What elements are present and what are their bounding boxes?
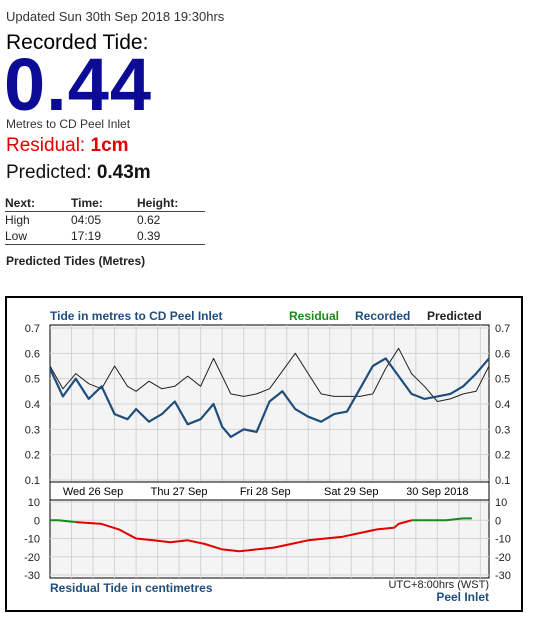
y-tick-label-right: 0.1 <box>495 475 510 487</box>
row-type: High <box>5 213 30 227</box>
y-tick-label-right: 0.3 <box>495 424 510 436</box>
row-type: Low <box>5 228 71 245</box>
y-tick-label-left: 0.5 <box>25 374 40 386</box>
x-tick-label: Sat 29 Sep <box>324 486 378 498</box>
units-label: Metres to CD Peel Inlet <box>6 117 131 131</box>
y-tick-label-right: 0.2 <box>495 450 510 462</box>
resid-tick-label-right: -20 <box>495 552 511 564</box>
y-tick-label-left: 0.2 <box>25 450 40 462</box>
resid-tick-label-right: 0 <box>495 515 501 527</box>
y-tick-label-right: 0.4 <box>495 399 510 411</box>
legend-entry: Recorded <box>355 309 410 323</box>
resid-tick-label-left: -30 <box>24 570 40 582</box>
plot-area <box>49 324 490 579</box>
residual-series-line <box>50 519 76 524</box>
table-footer: Predicted Tides (Metres) <box>6 254 146 268</box>
chart-title: Tide in metres to CD Peel Inlet <box>50 309 223 323</box>
resid-tick-label-left: 10 <box>28 497 40 509</box>
header-height: Height: <box>137 195 205 212</box>
residual-readout: Residual: 1cm <box>6 135 129 157</box>
row-time: 17:19 <box>71 228 137 245</box>
predicted-value: 0.43m <box>96 162 151 183</box>
recorded-tide-label: Recorded Tide: <box>6 31 149 54</box>
x-axis-band <box>49 481 490 501</box>
x-tick-label: 30 Sep 2018 <box>406 486 468 498</box>
timezone-label: UTC+8:00hrs (WST) <box>388 579 489 591</box>
legend-entry: Predicted <box>427 309 482 323</box>
row-time: 04:05 <box>71 213 102 227</box>
table-row: Low 17:19 0.39 <box>5 228 205 245</box>
y-tick-label-left: 0.4 <box>25 399 40 411</box>
header-next: Next: <box>5 195 71 212</box>
y-tick-label-left: 0.6 <box>25 348 40 360</box>
table-row: High 04:05 0.62 <box>5 212 205 229</box>
residual-series-line <box>411 517 472 522</box>
predicted-series-line <box>49 347 490 402</box>
residual-chart-title: Residual Tide in centimetres <box>50 581 213 595</box>
row-height: 0.62 <box>137 213 161 227</box>
location-label: Peel Inlet <box>436 590 489 604</box>
tide-chart-svg: 0.7 0.7 0.6 0.6 0.5 0.5 0.4 0.4 0.3 0.3 0.2 0.2 0.1 0… <box>24 309 511 604</box>
residual-label: Residual: <box>6 135 91 156</box>
predicted-readout: Predicted: 0.43m <box>6 162 151 184</box>
y-tick-label-left: 0.7 <box>25 323 40 335</box>
x-tick-label: Thu 27 Sep <box>151 486 208 498</box>
resid-tick-label-right: -30 <box>495 570 511 582</box>
y-tick-label-right: 0.6 <box>495 348 510 360</box>
y-tick-label-right: 0.7 <box>495 323 510 335</box>
header-time: Time: <box>71 195 137 212</box>
tide-chart: 0.7 0.7 0.6 0.6 0.5 0.5 0.4 0.4 0.3 0.3 0.2 0.2 0.1 0… <box>5 296 523 612</box>
row-height: 0.39 <box>137 228 205 245</box>
resid-tick-label-left: -20 <box>24 552 40 564</box>
legend-entry: Residual <box>289 309 339 323</box>
resid-tick-label-left: 0 <box>34 515 40 527</box>
y-tick-label-right: 0.5 <box>495 374 510 386</box>
updated-timestamp: Updated Sun 30th Sep 2018 19:30hrs <box>6 9 225 24</box>
recorded-series-line <box>49 357 490 438</box>
y-tick-label-left: 0.1 <box>25 475 40 487</box>
x-tick-label: Fri 28 Sep <box>240 486 291 498</box>
table-header-row: Next: Time: Height: <box>5 195 205 212</box>
x-tick-label: Wed 26 Sep <box>63 486 123 498</box>
recorded-tide-value: 0.44 <box>4 43 153 126</box>
predicted-label: Predicted: <box>6 162 97 183</box>
next-tides-table: Next: Time: Height: High 04:05 0.62 Low … <box>5 195 205 245</box>
y-tick-label-left: 0.3 <box>25 424 40 436</box>
resid-tick-label-right: -10 <box>495 534 511 546</box>
resid-tick-label-left: -10 <box>24 534 40 546</box>
residual-value: 1cm <box>90 135 129 156</box>
residual-series-line <box>75 519 412 553</box>
resid-tick-label-right: 10 <box>495 497 507 509</box>
